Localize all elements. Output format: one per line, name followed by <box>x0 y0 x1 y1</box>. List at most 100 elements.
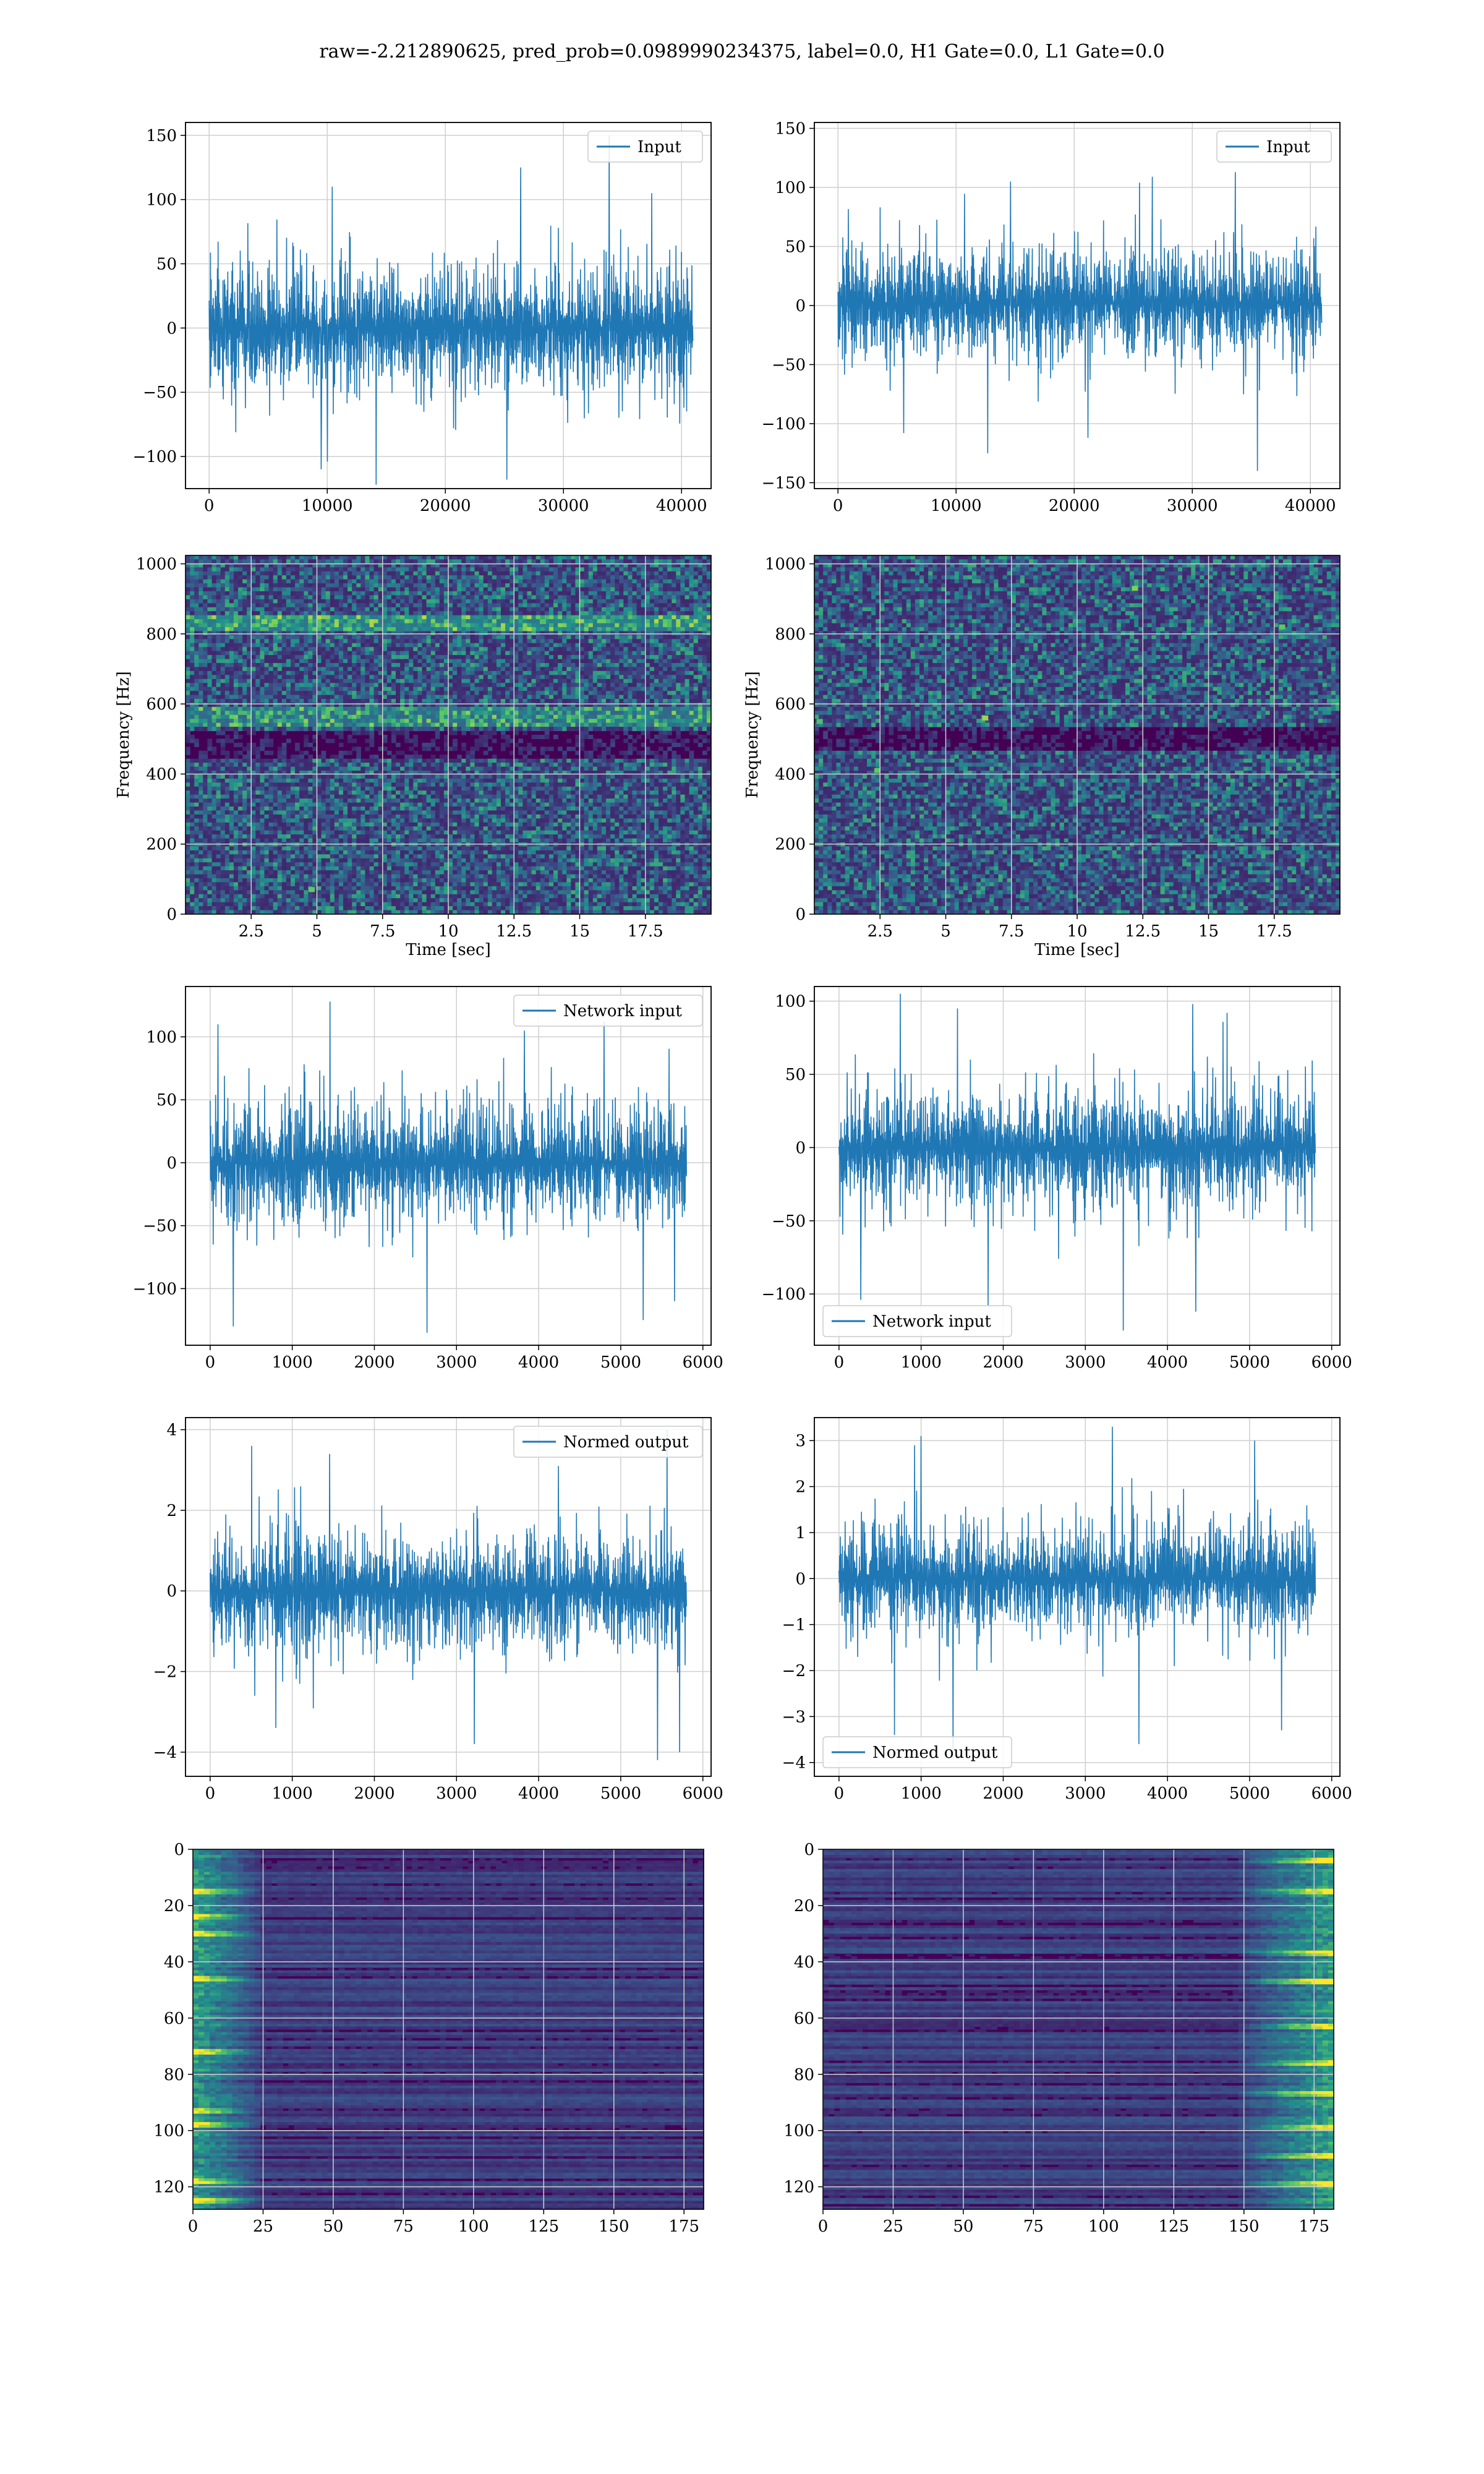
heatmap-cell <box>580 711 585 715</box>
heatmap-cell <box>413 683 418 687</box>
heatmap-cell <box>484 679 488 683</box>
heatmap-cell <box>654 603 659 607</box>
heatmap-cell <box>374 580 379 584</box>
heatmap-cell <box>216 627 221 631</box>
heatmap-cell <box>562 687 567 691</box>
heatmap-cell <box>291 580 296 584</box>
heatmap-cell <box>615 631 620 635</box>
heatmap-cell <box>702 663 707 667</box>
heatmap-cell <box>448 683 453 687</box>
heatmap-cell <box>522 671 527 675</box>
heatmap-cell <box>571 711 576 715</box>
heatmap-cell <box>619 575 624 580</box>
heatmap-cell <box>566 695 571 700</box>
heatmap-cell <box>255 591 260 596</box>
heatmap-cell <box>212 575 217 580</box>
heatmap-cell <box>597 683 602 687</box>
heatmap-cell <box>207 559 212 563</box>
heatmap-cell <box>702 595 707 599</box>
heatmap-cell <box>553 591 558 596</box>
heatmap-cell <box>536 663 541 667</box>
heatmap-cell <box>637 647 642 651</box>
heatmap-cell <box>365 659 370 664</box>
heatmap-cell <box>571 687 576 691</box>
heatmap-cell <box>400 659 405 664</box>
heatmap-cell <box>545 595 550 599</box>
heatmap-cell <box>488 571 493 576</box>
heatmap-cell <box>308 663 313 667</box>
heatmap-cell <box>404 651 409 656</box>
heatmap-cell <box>417 663 422 667</box>
heatmap-cell <box>251 715 256 719</box>
heatmap-cell <box>190 603 195 607</box>
heatmap-cell <box>299 615 304 620</box>
heatmap-cell <box>413 675 418 679</box>
heatmap-cell <box>633 591 638 596</box>
heatmap-cell <box>593 663 598 667</box>
heatmap-cell <box>203 635 208 640</box>
heatmap-cell <box>610 591 615 596</box>
heatmap-cell <box>317 571 322 576</box>
heatmap-cell <box>225 559 230 563</box>
heatmap-cell <box>650 611 655 615</box>
heatmap-cell <box>536 695 541 700</box>
heatmap-cell <box>278 683 283 687</box>
heatmap-cell <box>286 591 291 596</box>
heatmap-cell <box>606 591 611 596</box>
heatmap-cell <box>238 647 243 651</box>
heatmap-cell <box>553 675 558 679</box>
heatmap-cell <box>514 671 519 675</box>
heatmap-cell <box>558 639 563 643</box>
heatmap-cell <box>694 623 699 628</box>
heatmap-cell <box>584 619 589 623</box>
heatmap-cell <box>448 659 453 664</box>
heatmap-cell <box>326 567 331 571</box>
heatmap-cell <box>646 591 650 596</box>
heatmap-cell <box>501 571 506 576</box>
heatmap-cell <box>326 651 331 656</box>
heatmap-cell <box>461 651 466 656</box>
heatmap-cell <box>584 639 589 643</box>
heatmap-cell <box>278 663 283 667</box>
heatmap-cell <box>475 599 480 604</box>
heatmap-cell <box>484 683 488 687</box>
heatmap-cell <box>702 627 707 631</box>
heatmap-cell <box>260 683 265 687</box>
heatmap-cell <box>304 611 309 615</box>
heatmap-cell <box>216 575 221 580</box>
heatmap-cell <box>417 639 422 643</box>
heatmap-cell <box>396 687 401 691</box>
heatmap-cell <box>317 619 322 623</box>
heatmap-cell <box>221 555 226 560</box>
heatmap-cell <box>216 571 221 576</box>
heatmap-cell <box>448 588 453 592</box>
heatmap-cell <box>317 580 322 584</box>
heatmap-cell <box>448 639 453 643</box>
heatmap-cell <box>461 623 466 628</box>
heatmap-cell <box>549 623 554 628</box>
heatmap-cell <box>269 575 274 580</box>
heatmap-cell <box>702 679 707 683</box>
heatmap-cell <box>212 607 217 612</box>
heatmap-cell <box>221 679 226 683</box>
heatmap-cell <box>637 567 642 571</box>
heatmap-cell <box>532 599 537 604</box>
heatmap-cell <box>615 575 620 580</box>
heatmap-cell <box>505 588 510 592</box>
heatmap-cell <box>650 671 655 675</box>
heatmap-cell <box>633 631 638 635</box>
heatmap-cell <box>422 567 427 571</box>
heatmap-cell <box>374 603 379 607</box>
heatmap-cell <box>593 707 598 711</box>
heatmap-cell <box>225 588 230 592</box>
heatmap-cell <box>404 588 409 592</box>
heatmap-cell <box>518 583 523 588</box>
heatmap-cell <box>654 619 659 623</box>
heatmap-cell <box>667 615 672 620</box>
heatmap-cell <box>440 695 445 700</box>
heatmap-cell <box>286 615 291 620</box>
heatmap-cell <box>518 623 523 628</box>
heatmap-cell <box>343 687 348 691</box>
heatmap-cell <box>360 699 365 703</box>
heatmap-cell <box>343 639 348 643</box>
